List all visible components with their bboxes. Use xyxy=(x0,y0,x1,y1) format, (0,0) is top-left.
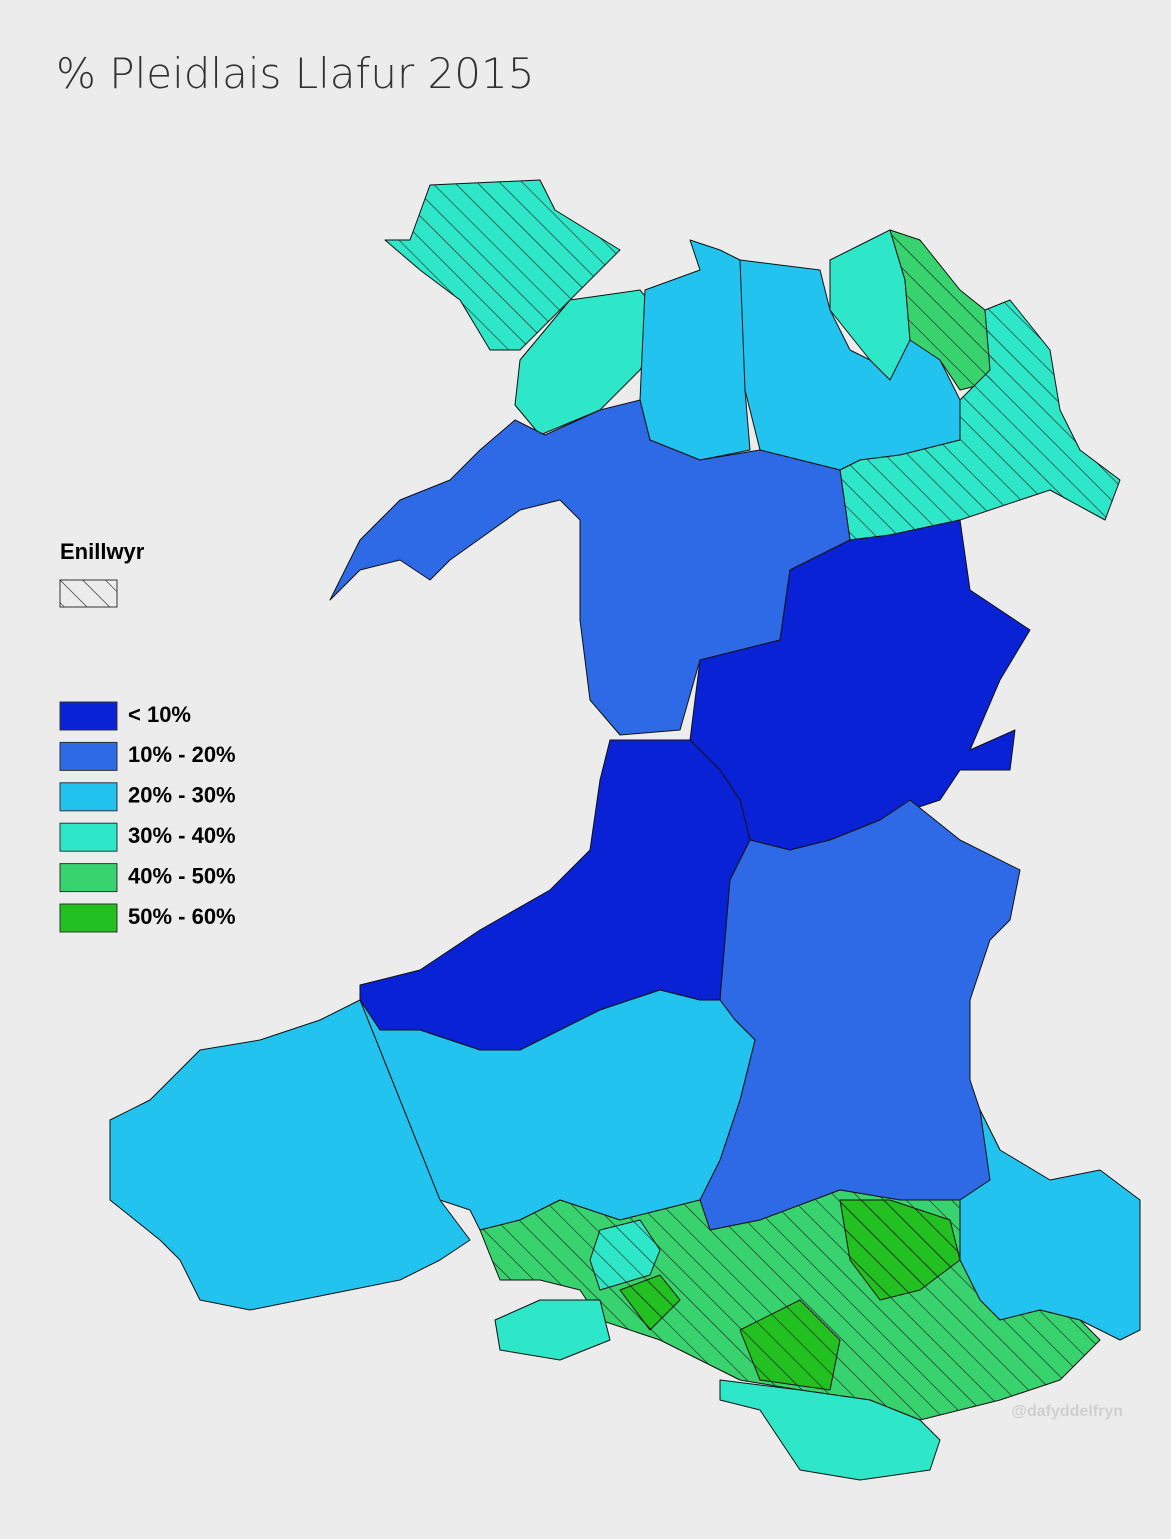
legend-label: 10% - 20% xyxy=(128,742,236,767)
winner-hatch xyxy=(620,1275,680,1330)
region xyxy=(494,1299,611,1361)
region xyxy=(514,289,666,436)
legend-title: Enillwyr xyxy=(60,539,145,564)
region xyxy=(719,1379,941,1481)
winner-hatch xyxy=(840,300,1120,540)
legend-swatch xyxy=(59,782,118,812)
regions xyxy=(109,179,1141,1481)
legend-label: 20% - 30% xyxy=(128,783,236,808)
legend-swatch xyxy=(59,822,118,852)
map-title: % Pleidlais Llafur 2015 xyxy=(56,49,534,98)
legend-label: 40% - 50% xyxy=(128,863,236,888)
winner-hatch xyxy=(385,180,620,350)
winner-hatch xyxy=(840,1200,960,1300)
legend-label: 50% - 60% xyxy=(128,904,236,929)
legend-swatch xyxy=(59,741,118,771)
credit: @dafyddelfryn xyxy=(1011,1403,1123,1420)
legend-label: < 10% xyxy=(128,702,191,727)
legend-label: 30% - 40% xyxy=(128,823,236,848)
legend-swatch xyxy=(59,903,118,933)
legend-swatch xyxy=(59,863,118,893)
legend: Enillwyr < 10% 10% - 20% 20% - 30% 30% - 40… xyxy=(59,539,236,933)
winner-hatch xyxy=(890,230,1000,390)
region xyxy=(109,999,471,1311)
legend-hatch-swatch xyxy=(59,579,118,608)
legend-swatch xyxy=(59,701,118,731)
